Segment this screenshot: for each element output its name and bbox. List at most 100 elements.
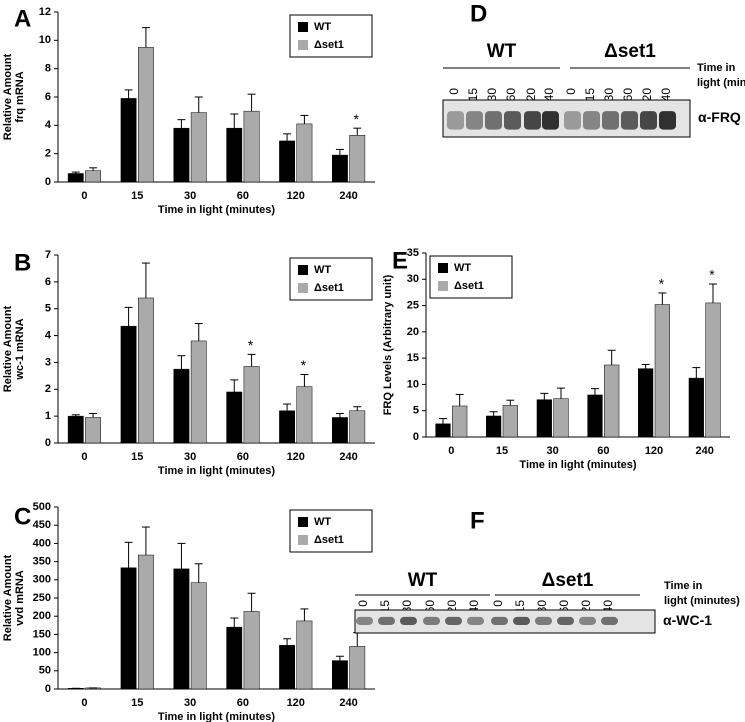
error-bar xyxy=(247,353,256,367)
error-bar xyxy=(247,592,256,612)
bar xyxy=(243,366,260,444)
legend: WT Δset1 xyxy=(289,509,373,553)
blot-band xyxy=(535,616,552,625)
y-tick-label: 2 xyxy=(45,383,51,395)
significance-mark: * xyxy=(354,111,360,127)
y-tick-label: 250 xyxy=(33,592,51,604)
y-axis-label: Relative Amount xyxy=(2,53,14,140)
legend-swatch xyxy=(438,281,448,291)
bar xyxy=(536,399,552,438)
error-bar xyxy=(230,379,239,392)
blot-band xyxy=(621,111,638,130)
bar xyxy=(173,368,190,444)
error-bar xyxy=(247,93,256,112)
legend-swatch xyxy=(298,265,308,275)
error-bar xyxy=(300,114,309,124)
y-tick-label: 5 xyxy=(413,405,419,417)
blot-band xyxy=(447,111,464,130)
error-bar xyxy=(283,133,292,141)
legend-swatch xyxy=(438,263,448,273)
blot-band xyxy=(659,111,676,130)
bar xyxy=(279,645,296,690)
error-bar xyxy=(89,412,98,418)
x-axis-label: Time in light (minutes) xyxy=(158,711,275,722)
x-tick-label: 60 xyxy=(237,451,249,463)
y-axis-label: wc-1 mRNA xyxy=(14,318,26,380)
error-bar xyxy=(607,349,616,365)
error-bar xyxy=(353,406,362,411)
group-label: WT xyxy=(408,570,438,591)
x-tick-label: 30 xyxy=(184,190,196,202)
blot-band xyxy=(513,616,530,625)
error-bar xyxy=(353,632,362,647)
error-bar xyxy=(557,387,566,399)
y-tick-label: 300 xyxy=(33,574,51,586)
y-tick-label: 200 xyxy=(33,610,51,622)
bar xyxy=(67,173,84,183)
antibody-label: α-WC-1 xyxy=(663,612,712,628)
x-tick-label: 240 xyxy=(339,697,357,709)
blot-band xyxy=(640,111,657,130)
error-bar xyxy=(124,89,133,99)
error-bar xyxy=(658,292,667,305)
bar xyxy=(332,417,348,444)
bar xyxy=(138,47,154,183)
y-tick-label: 6 xyxy=(45,91,51,103)
bar xyxy=(120,567,137,690)
error-bar xyxy=(438,418,447,424)
bar xyxy=(349,135,366,183)
bar xyxy=(486,415,502,438)
x-tick-label: 30 xyxy=(184,697,196,709)
lane-label: 0 xyxy=(564,88,578,95)
blot-band xyxy=(557,616,574,625)
x-tick-label: 120 xyxy=(645,445,663,457)
blot-band xyxy=(601,616,618,625)
bar xyxy=(349,646,366,690)
x-tick-label: 60 xyxy=(237,697,249,709)
x-tick-label: 0 xyxy=(448,445,454,457)
bar xyxy=(553,398,569,438)
x-tick-label: 0 xyxy=(81,697,87,709)
x-tick-label: 240 xyxy=(695,445,713,457)
bar xyxy=(85,417,101,444)
error-bar xyxy=(71,414,80,417)
x-tick-label: 15 xyxy=(496,445,508,457)
error-bar xyxy=(141,262,150,298)
y-tick-label: 10 xyxy=(407,378,419,390)
bar xyxy=(173,568,190,690)
error-bar xyxy=(89,167,98,171)
error-bar xyxy=(353,127,362,136)
lane-title: Time in xyxy=(697,62,736,74)
significance-mark: * xyxy=(659,276,665,292)
lane-label: 60 xyxy=(504,88,518,102)
error-bar xyxy=(692,367,701,379)
y-tick-label: 6 xyxy=(45,276,51,288)
group-label: WT xyxy=(487,41,517,62)
y-tick-label: 1 xyxy=(45,410,51,422)
lane-label: 60 xyxy=(621,88,635,102)
bar xyxy=(332,154,348,183)
y-tick-label: 400 xyxy=(33,537,51,549)
bar xyxy=(705,302,721,438)
y-tick-label: 0 xyxy=(45,176,51,188)
panel-label: D xyxy=(470,0,487,27)
error-bar xyxy=(540,392,549,400)
bar xyxy=(349,410,366,444)
blot-band xyxy=(564,111,581,130)
bar xyxy=(279,140,296,183)
bar xyxy=(138,554,154,690)
x-tick-label: 0 xyxy=(81,451,87,463)
y-tick-label: 500 xyxy=(33,501,51,513)
group-label: Δset1 xyxy=(542,570,594,591)
y-tick-label: 15 xyxy=(407,352,419,364)
error-bar xyxy=(489,411,498,416)
lane-title: light (minutes) xyxy=(697,77,745,89)
bar xyxy=(587,394,603,438)
blot-band xyxy=(378,616,395,625)
bar xyxy=(502,405,518,438)
blot-band xyxy=(467,616,484,625)
legend-swatch xyxy=(298,22,308,32)
legend: WT Δset1 xyxy=(289,14,373,58)
y-tick-label: 0 xyxy=(45,437,51,449)
blot-band xyxy=(400,616,417,625)
